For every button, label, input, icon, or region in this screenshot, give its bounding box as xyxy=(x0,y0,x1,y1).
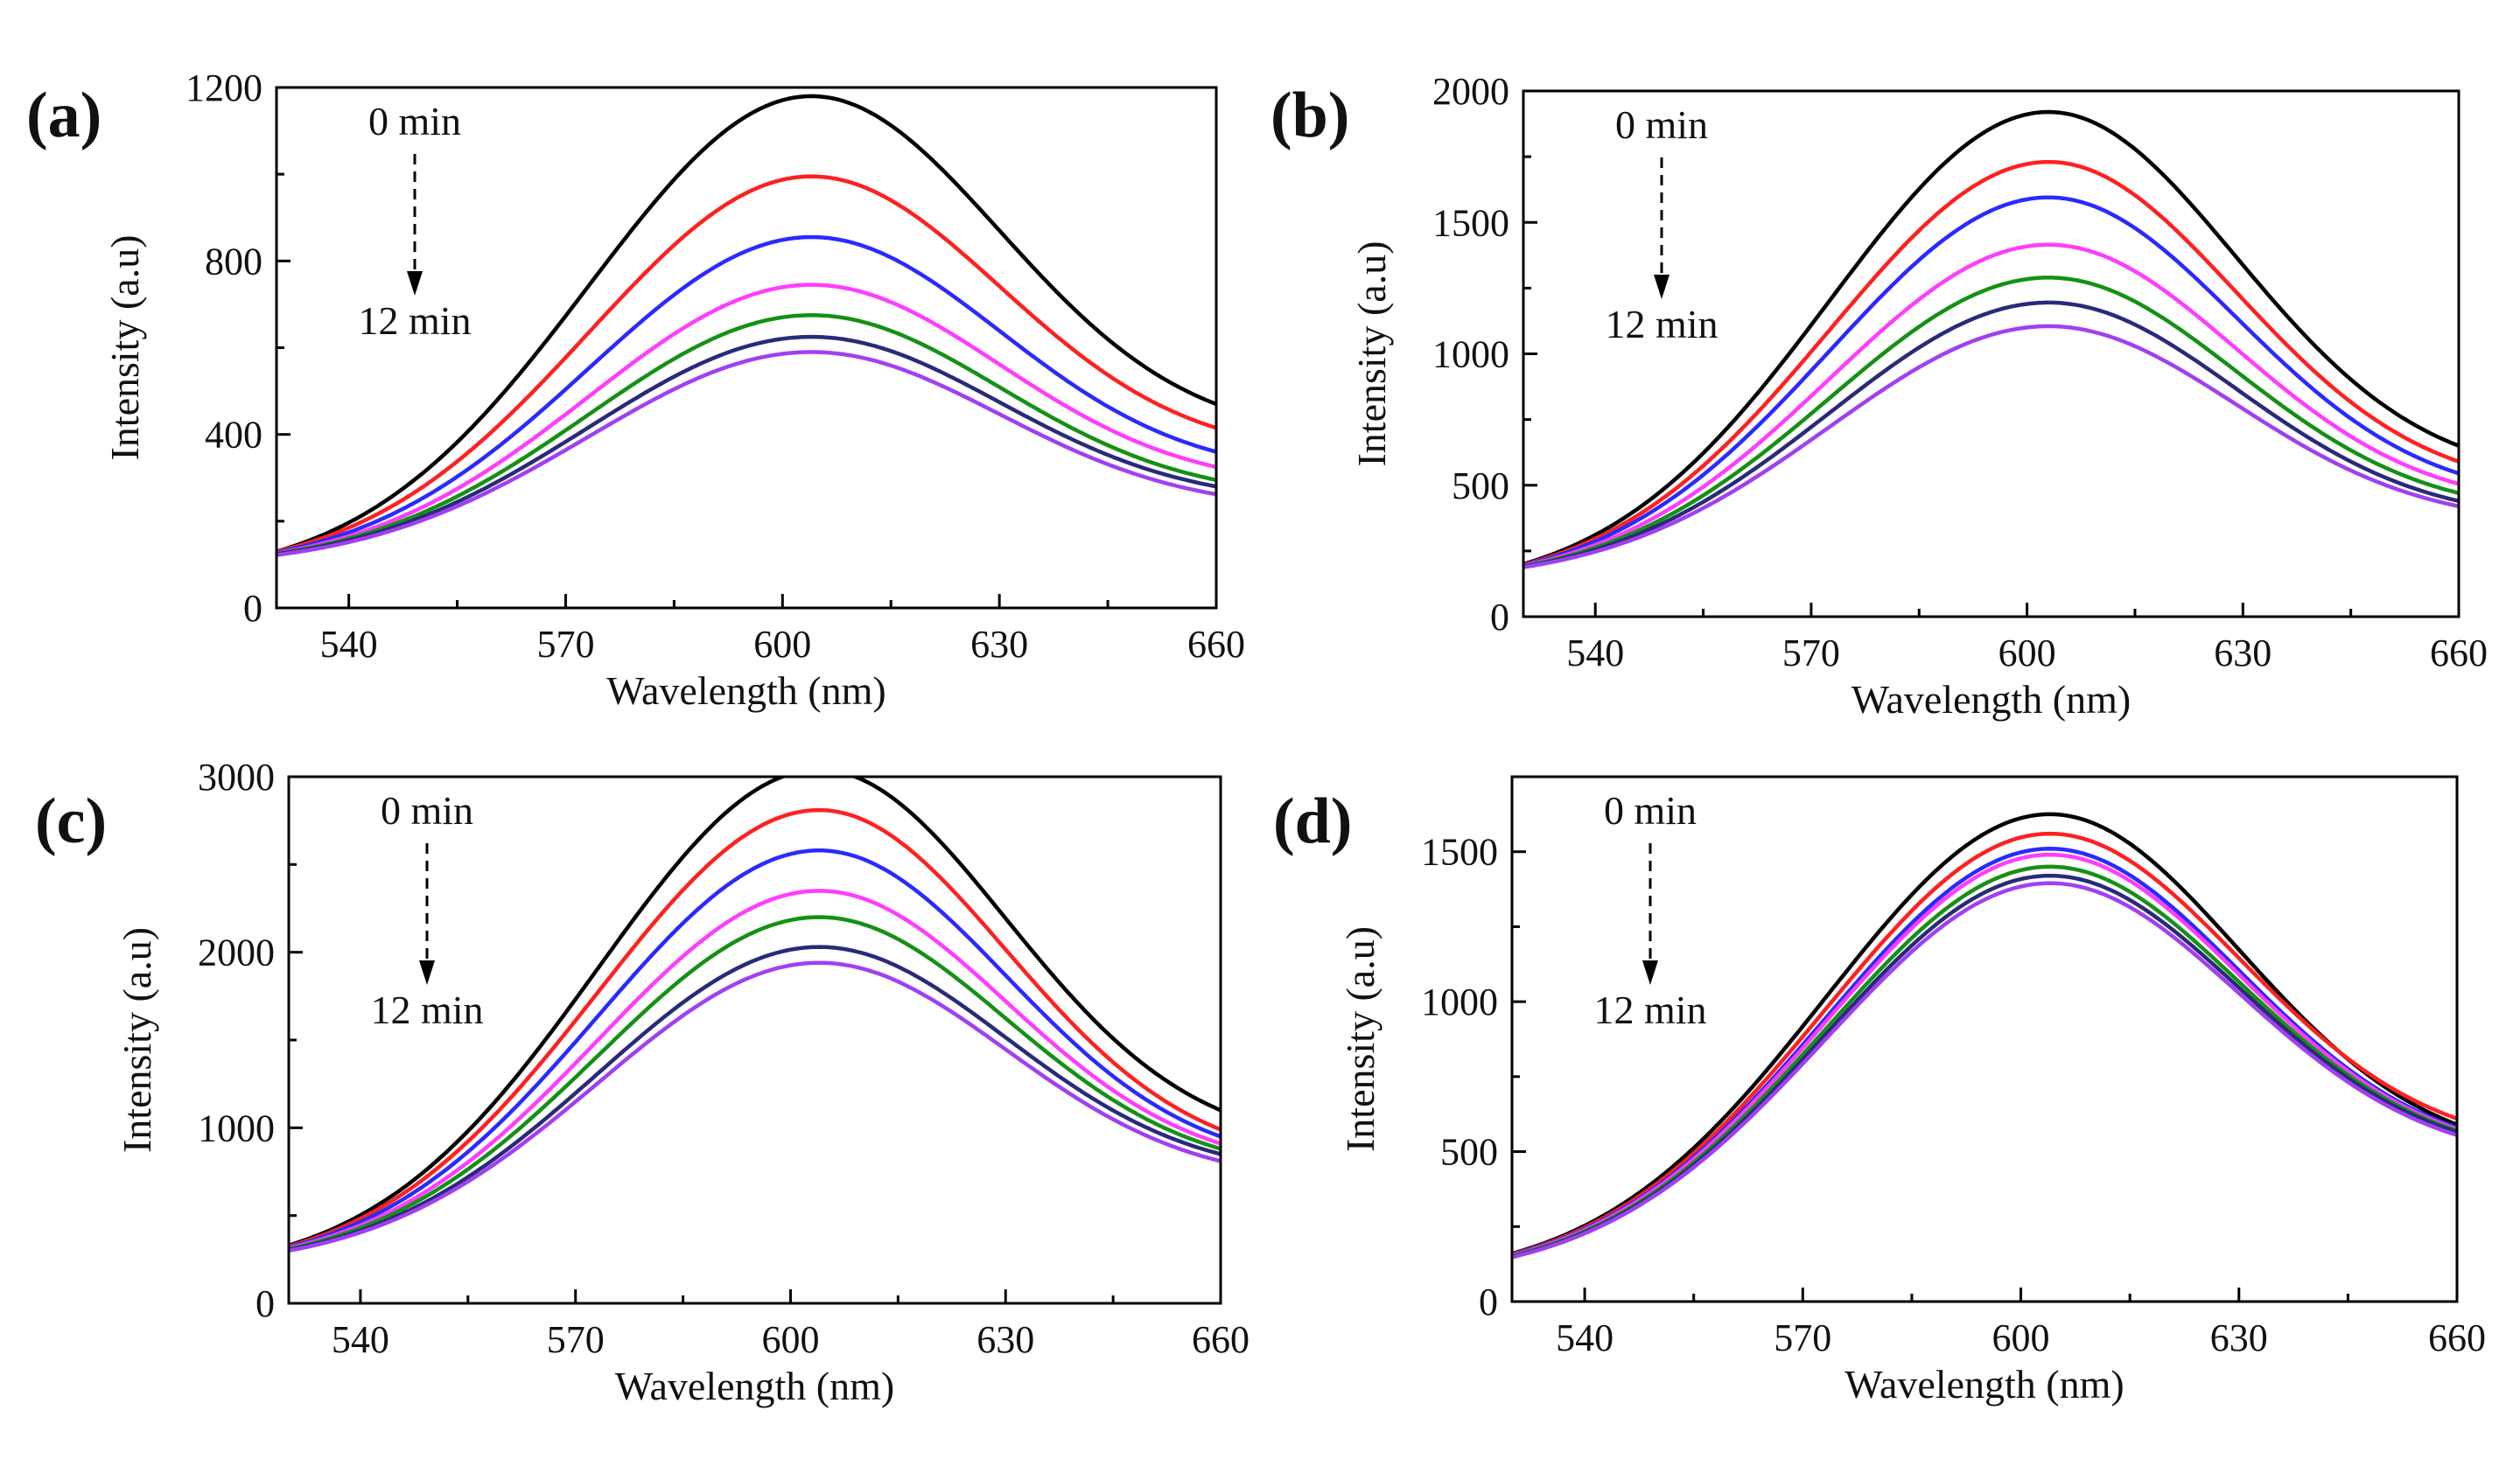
y-tick-label: 500 xyxy=(1452,464,1509,507)
x-tick-label: 600 xyxy=(1998,632,2056,674)
y-tick-label: 2000 xyxy=(198,932,275,974)
series-line-2 xyxy=(276,234,1216,555)
y-tick-label: 1500 xyxy=(1432,201,1509,244)
annotation-end-label: 12 min xyxy=(358,298,471,343)
annotation-start-label: 0 min xyxy=(381,788,473,833)
annotation-start-label: 0 min xyxy=(1615,102,1708,147)
y-tick-label: 500 xyxy=(1440,1131,1498,1174)
y-tick-label: 1000 xyxy=(198,1106,275,1149)
x-tick-label: 630 xyxy=(976,1318,1034,1361)
x-tick-label: 660 xyxy=(2428,1316,2486,1359)
series-line-1 xyxy=(1512,831,2457,1257)
x-axis-title: Wavelength (nm) xyxy=(606,668,886,713)
chart-panel-a: (a) 540 570 600 630 660 0 400 800 1200 Wavelength … xyxy=(26,66,1245,713)
y-tick-label: 1000 xyxy=(1432,333,1509,376)
series-line-0 xyxy=(1523,109,2459,567)
annotation-start-label: 0 min xyxy=(1604,788,1697,833)
panel-label: (c) xyxy=(35,785,107,857)
y-tick-label: 0 xyxy=(1479,1281,1498,1323)
series-line-2 xyxy=(289,848,1221,1250)
x-tick-label: 660 xyxy=(2430,632,2488,674)
x-tick-label: 630 xyxy=(2210,1316,2268,1359)
y-tick-label: 400 xyxy=(205,414,262,457)
x-tick-label: 600 xyxy=(753,623,811,666)
chart-panel-c: (c) 540 570 600 630 660 0 1000 2000 3000 Wavelengt… xyxy=(35,756,1250,1408)
y-tick-label: 0 xyxy=(243,587,262,630)
series-group xyxy=(1523,109,2459,569)
y-tick-label: 0 xyxy=(256,1282,275,1325)
x-tick-label: 570 xyxy=(1774,1316,1831,1359)
x-tick-label: 570 xyxy=(547,1318,605,1361)
series-line-6 xyxy=(1512,881,2457,1260)
series-line-0 xyxy=(289,777,1221,1248)
annotation-arrow-head xyxy=(407,271,423,296)
x-tick-label: 600 xyxy=(1992,1316,2050,1359)
series-line-0 xyxy=(1512,812,2457,1256)
x-tick-label: 570 xyxy=(536,623,594,666)
panel-label: (d) xyxy=(1273,785,1352,857)
annotation-end-label: 12 min xyxy=(1605,302,1718,346)
x-tick-label: 540 xyxy=(1566,632,1624,674)
series-line-4 xyxy=(1523,276,2459,569)
x-tick-label: 660 xyxy=(1192,1318,1250,1361)
annotation-end-label: 12 min xyxy=(1593,988,1706,1032)
chart-panel-b: (b) 540 570 600 630 660 0 500 1000 1500 2000 Wavele… xyxy=(1270,70,2488,722)
series-line-3 xyxy=(1512,852,2457,1258)
series-line-6 xyxy=(276,350,1216,557)
x-tick-label: 570 xyxy=(1782,632,1840,674)
series-group xyxy=(289,777,1221,1253)
panel-label: (a) xyxy=(26,80,102,151)
series-line-4 xyxy=(289,915,1221,1252)
x-tick-label: 630 xyxy=(970,623,1028,666)
y-axis-title: Intensity (a.u) xyxy=(1349,241,1394,466)
series-line-3 xyxy=(289,889,1221,1251)
y-tick-label: 1500 xyxy=(1421,831,1498,874)
annotation-arrow-head xyxy=(1642,960,1658,985)
plot-frame xyxy=(1510,775,2459,1303)
y-axis-title: Intensity (a.u) xyxy=(1338,926,1382,1152)
y-axis-title: Intensity (a.u) xyxy=(115,927,159,1153)
x-axis-title: Wavelength (nm) xyxy=(1844,1362,2124,1407)
series-line-5 xyxy=(289,945,1221,1253)
annotation-arrow-head xyxy=(419,960,435,985)
series-line-1 xyxy=(1523,159,2459,567)
y-tick-label: 1000 xyxy=(1421,981,1498,1023)
series-line-5 xyxy=(276,334,1216,556)
series-line-6 xyxy=(289,960,1221,1253)
y-tick-label: 1200 xyxy=(186,66,262,109)
x-tick-label: 540 xyxy=(1556,1316,1614,1359)
series-line-1 xyxy=(289,807,1221,1249)
chart-panel-d: (d) 540 570 600 630 660 0 500 1000 1500 Wavelength… xyxy=(1273,775,2486,1407)
x-tick-label: 630 xyxy=(2214,632,2272,674)
series-group xyxy=(1512,812,2457,1260)
annotation-arrow-head xyxy=(1654,275,1670,299)
series-line-3 xyxy=(276,283,1216,555)
x-tick-label: 540 xyxy=(320,623,378,666)
x-axis-title: Wavelength (nm) xyxy=(615,1364,894,1408)
y-tick-label: 0 xyxy=(1490,596,1509,639)
x-tick-label: 600 xyxy=(761,1318,819,1361)
series-line-2 xyxy=(1523,195,2459,568)
x-tick-label: 660 xyxy=(1187,623,1245,666)
series-line-1 xyxy=(276,174,1216,554)
y-axis-title: Intensity (a.u) xyxy=(102,234,147,460)
series-line-6 xyxy=(1523,324,2459,569)
series-line-5 xyxy=(1523,300,2459,569)
series-line-3 xyxy=(1523,242,2459,568)
series-group xyxy=(276,94,1216,557)
series-line-4 xyxy=(276,313,1216,556)
panel-label: (b) xyxy=(1270,80,1349,151)
y-tick-label: 2000 xyxy=(1432,70,1509,113)
annotation-end-label: 12 min xyxy=(370,988,483,1032)
series-line-0 xyxy=(276,94,1216,554)
x-tick-label: 540 xyxy=(332,1318,389,1361)
y-tick-label: 3000 xyxy=(198,756,275,799)
x-axis-title: Wavelength (nm) xyxy=(1852,677,2131,722)
y-tick-label: 800 xyxy=(205,240,262,283)
annotation-start-label: 0 min xyxy=(368,99,461,143)
